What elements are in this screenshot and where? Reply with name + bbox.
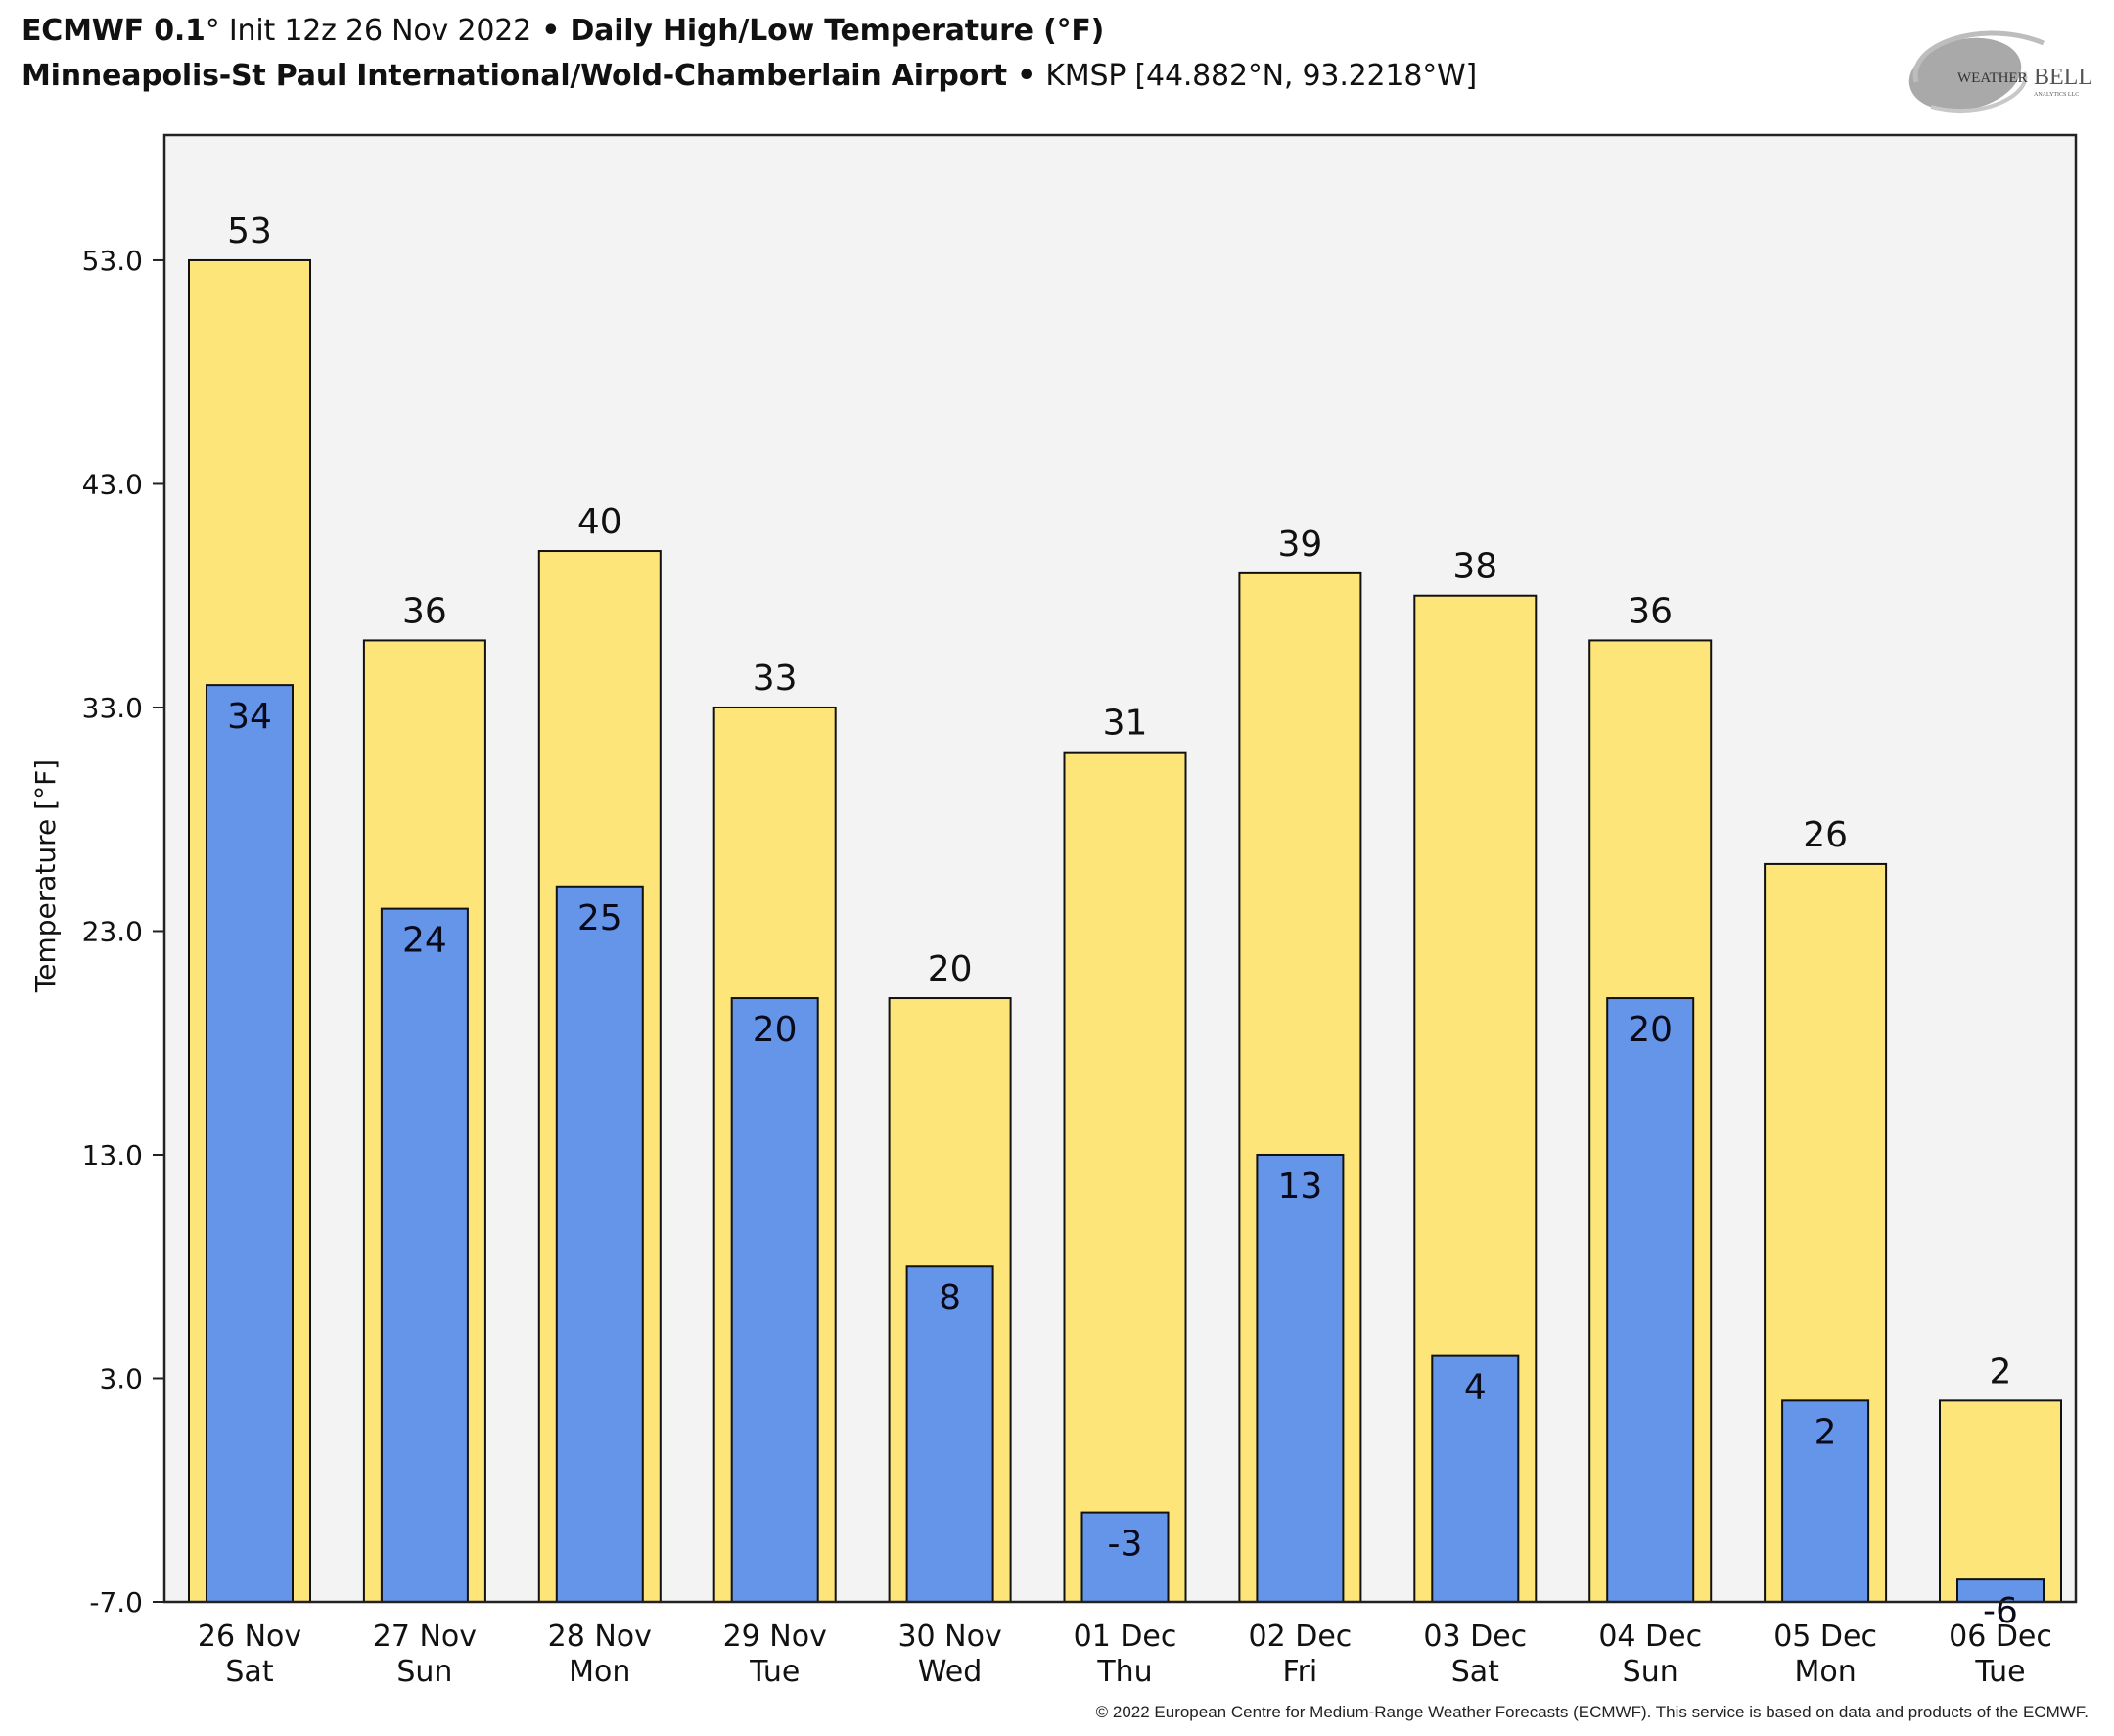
- x-tick-day-label: Fri: [1283, 1655, 1318, 1689]
- low-bar: [206, 684, 294, 1603]
- plot-frame: [162, 133, 2078, 1604]
- low-bar: [905, 1265, 994, 1603]
- x-tick-day-label: Mon: [1794, 1655, 1856, 1689]
- x-tick-date-label: 04 Dec: [1598, 1620, 1702, 1654]
- x-tick-day-label: Tue: [1974, 1655, 2025, 1689]
- high-value-label: 36: [1628, 591, 1673, 631]
- low-value-label: 34: [227, 697, 272, 737]
- logo-swirl-icon: [1908, 37, 2022, 112]
- high-value-label: 40: [577, 502, 622, 542]
- title-separator: •: [531, 14, 571, 48]
- x-tick-date-label: 06 Dec: [1949, 1620, 2052, 1654]
- low-value-label: 25: [577, 898, 622, 938]
- low-bar: [730, 997, 819, 1603]
- high-bar: [1939, 1399, 2062, 1603]
- low-bar: [1781, 1399, 1870, 1603]
- high-value-label: 2: [1990, 1351, 2012, 1392]
- station-name: Minneapolis-St Paul International/Wold-C…: [22, 59, 1007, 93]
- x-tick-day-label: Sun: [1623, 1655, 1678, 1689]
- x-tick-day-label: Sat: [1451, 1655, 1499, 1689]
- high-value-label: 20: [928, 949, 973, 989]
- x-tick-date-label: 01 Dec: [1074, 1620, 1177, 1654]
- logo-arc2-icon: [1930, 71, 2028, 114]
- low-value-label: 24: [402, 921, 447, 961]
- model-name: ECMWF 0.1: [22, 14, 206, 48]
- low-value-label: 4: [1464, 1368, 1487, 1408]
- high-value-label: 39: [1277, 525, 1322, 565]
- low-bar: [1431, 1354, 1520, 1604]
- y-tick-label: 3.0: [99, 1362, 143, 1394]
- low-bar: [1256, 1153, 1345, 1603]
- logo-arc-icon: [1912, 30, 2045, 83]
- low-bar: [1606, 997, 1695, 1603]
- x-tick-day-label: Wed: [918, 1655, 982, 1689]
- x-tick-day-label: Tue: [749, 1655, 800, 1689]
- y-axis: -7.0 3.0 13.0 23.0 33.0 43.0 53.0: [82, 245, 164, 1619]
- low-bar: [380, 907, 469, 1603]
- init-time: Init 12z 26 Nov 2022: [219, 14, 531, 48]
- x-tick-date-label: 29 Nov: [723, 1620, 827, 1654]
- x-tick-date-label: 27 Nov: [373, 1620, 477, 1654]
- x-tick-day-label: Mon: [569, 1655, 630, 1689]
- low-value-label: 2: [1815, 1412, 1837, 1452]
- low-value-label: 13: [1277, 1166, 1322, 1207]
- copyright-footer: © 2022 European Centre for Medium-Range …: [1095, 1703, 2089, 1721]
- y-tick-label: 53.0: [82, 245, 143, 277]
- degree-symbol: °: [205, 14, 220, 48]
- y-tick-label: 23.0: [82, 915, 143, 947]
- x-tick-date-label: 26 Nov: [198, 1620, 301, 1654]
- logo-text-sub: ANALYTICS LLC: [2034, 92, 2079, 98]
- low-value-label: 20: [753, 1010, 798, 1050]
- y-tick-label: 13.0: [82, 1139, 143, 1171]
- x-tick-date-label: 02 Dec: [1249, 1620, 1353, 1654]
- high-value-label: 53: [227, 211, 272, 251]
- low-value-label: -6: [1983, 1591, 2018, 1631]
- logo-text-bell: BELL: [2034, 65, 2092, 90]
- x-tick-day-label: Thu: [1096, 1655, 1152, 1689]
- high-value-label: 36: [402, 591, 447, 631]
- x-tick-date-label: 30 Nov: [897, 1620, 1001, 1654]
- y-tick-label: 33.0: [82, 692, 143, 724]
- x-tick-date-label: 05 Dec: [1773, 1620, 1877, 1654]
- station-line: Minneapolis-St Paul International/Wold-C…: [22, 59, 1477, 93]
- product-title: Daily High/Low Temperature (°F): [570, 14, 1105, 48]
- y-tick-label: 43.0: [82, 468, 143, 500]
- high-bar: [1063, 751, 1187, 1603]
- x-tick-date-label: 28 Nov: [548, 1620, 652, 1654]
- logo-text-weather: WEATHER: [1957, 70, 2028, 86]
- x-tick-day-label: Sun: [396, 1655, 452, 1689]
- station-separator: •: [1006, 59, 1046, 93]
- x-tick-day-label: Sat: [225, 1655, 273, 1689]
- high-value-label: 38: [1452, 547, 1497, 587]
- bars-group: 53 34 36 24 40 25 33 20 20 8 31 -3 39 13 38 4 36 20 26 2 2 -6: [188, 211, 2062, 1631]
- low-bar: [555, 885, 644, 1603]
- station-info: KMSP [44.882°N, 93.2218°W]: [1045, 59, 1477, 93]
- low-value-label: 20: [1628, 1010, 1673, 1050]
- chart-title-line: ECMWF 0.1° Init 12z 26 Nov 2022 • Daily …: [22, 14, 1104, 48]
- high-value-label: 31: [1103, 704, 1148, 744]
- high-value-label: 33: [753, 659, 798, 699]
- low-value-label: 8: [939, 1278, 961, 1318]
- y-axis-label: Temperature [°F]: [29, 759, 62, 993]
- x-tick-date-label: 03 Dec: [1423, 1620, 1527, 1654]
- high-value-label: 26: [1803, 815, 1848, 855]
- low-value-label: -3: [1108, 1525, 1143, 1565]
- weatherbell-logo: WEATHER BELL ANALYTICS LLC: [1908, 30, 2092, 114]
- y-tick-label: -7.0: [89, 1586, 143, 1619]
